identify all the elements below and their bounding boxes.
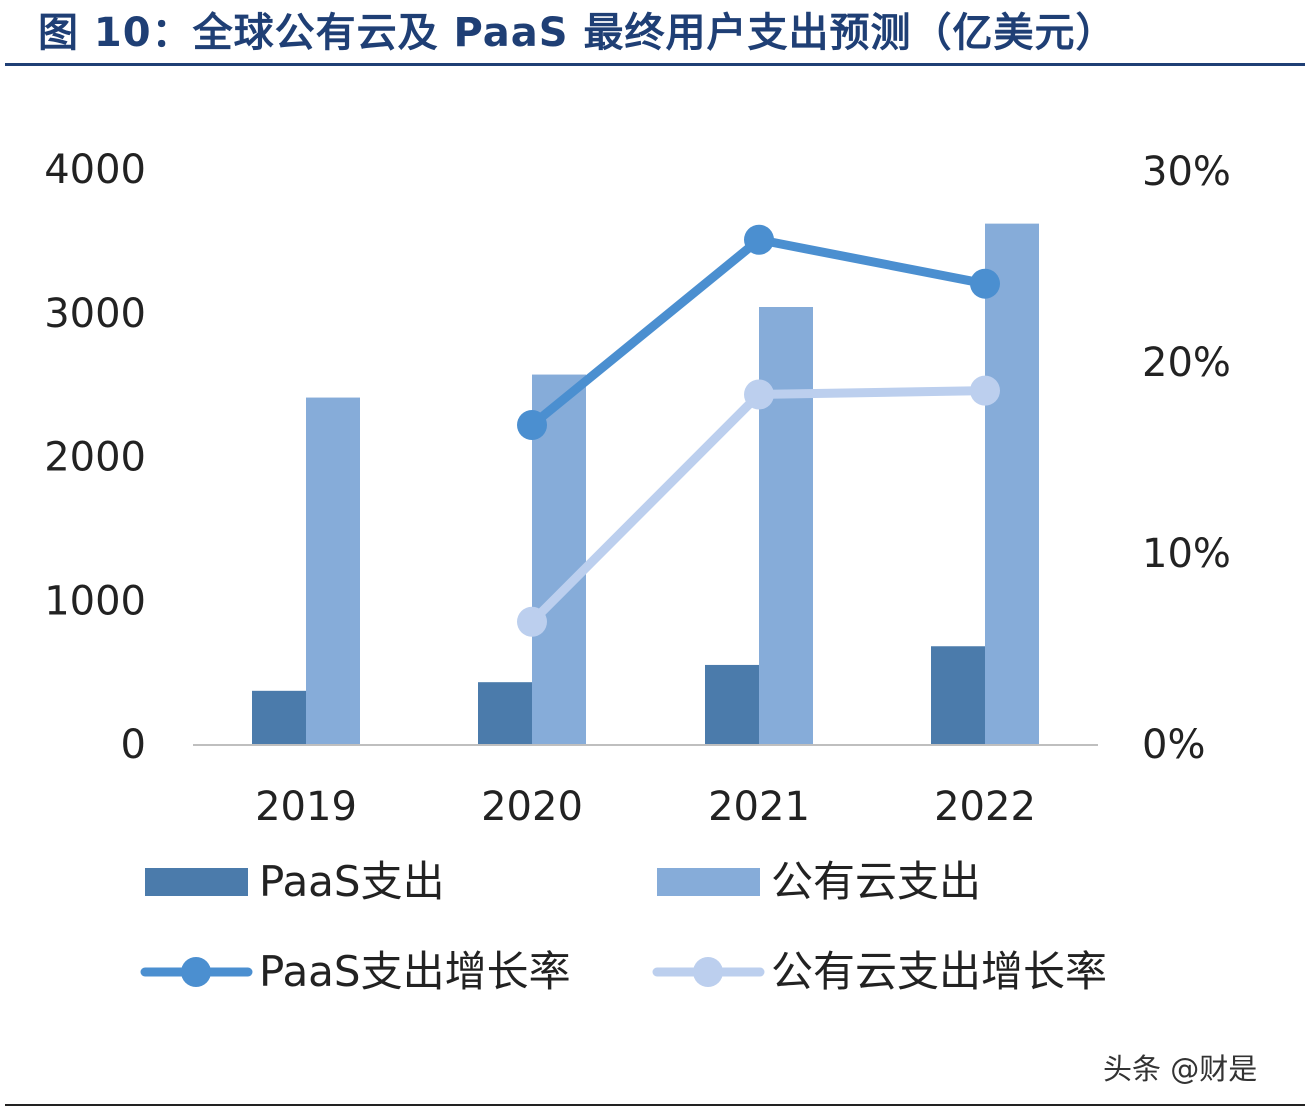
point-public-cloud-growth-2022 <box>970 375 1000 406</box>
legend-label-public-cloud-growth: 公有云支出增长率 <box>771 947 1107 996</box>
bar-public-cloud-spend-2022 <box>985 223 1039 744</box>
y-left-tick-label: 1000 <box>44 578 146 624</box>
y-right-tick-label: 10% <box>1142 531 1231 577</box>
title-divider <box>5 63 1305 66</box>
legend-swatch-paas-spend <box>145 868 248 896</box>
point-public-cloud-growth-2020 <box>517 606 547 637</box>
x-tick-label-2020: 2020 <box>481 784 583 830</box>
bar-paas-spend-2021 <box>705 664 759 744</box>
bar-paas-spend-2022 <box>931 646 985 744</box>
bar-paas-spend-2020 <box>478 682 532 744</box>
y-left-tick-label: 0 <box>121 722 146 768</box>
point-paas-growth-2022 <box>970 268 1000 299</box>
y-left-tick-label: 2000 <box>44 435 146 481</box>
x-tick-label-2019: 2019 <box>255 784 357 830</box>
legend-label-public-cloud-spend: 公有云支出 <box>771 857 981 906</box>
y-left-tick-label: 3000 <box>44 291 146 337</box>
bar-public-cloud-spend-2019 <box>306 397 360 744</box>
legend-label-paas-spend: PaaS支出 <box>259 857 445 906</box>
y-right-tick-label: 0% <box>1142 722 1205 768</box>
line-public-cloud-growth <box>527 386 990 627</box>
chart-title: 图 10：全球公有云及 PaaS 最终用户支出预测（亿美元） <box>38 10 1117 56</box>
watermark: 头条 @财是 <box>1103 1052 1258 1086</box>
legend-marker-public-cloud-growth <box>693 957 723 987</box>
x-tick-label-2022: 2022 <box>934 784 1036 830</box>
bar-public-cloud-spend-2021 <box>759 307 813 744</box>
y-right-tick-label: 20% <box>1142 340 1231 386</box>
y-left-tick-label: 4000 <box>44 147 146 193</box>
bottom-divider <box>5 1104 1305 1106</box>
legend-marker-paas-growth <box>181 957 211 987</box>
x-tick-label-2021: 2021 <box>708 784 810 830</box>
point-paas-growth-2020 <box>517 410 547 441</box>
legend-swatch-public-cloud-spend <box>657 868 760 896</box>
bar-paas-spend-2019 <box>252 690 306 744</box>
y-right-tick-label: 30% <box>1142 149 1231 195</box>
legend-label-paas-growth: PaaS支出增长率 <box>259 947 571 996</box>
point-public-cloud-growth-2021 <box>744 379 774 410</box>
point-paas-growth-2021 <box>744 224 774 255</box>
